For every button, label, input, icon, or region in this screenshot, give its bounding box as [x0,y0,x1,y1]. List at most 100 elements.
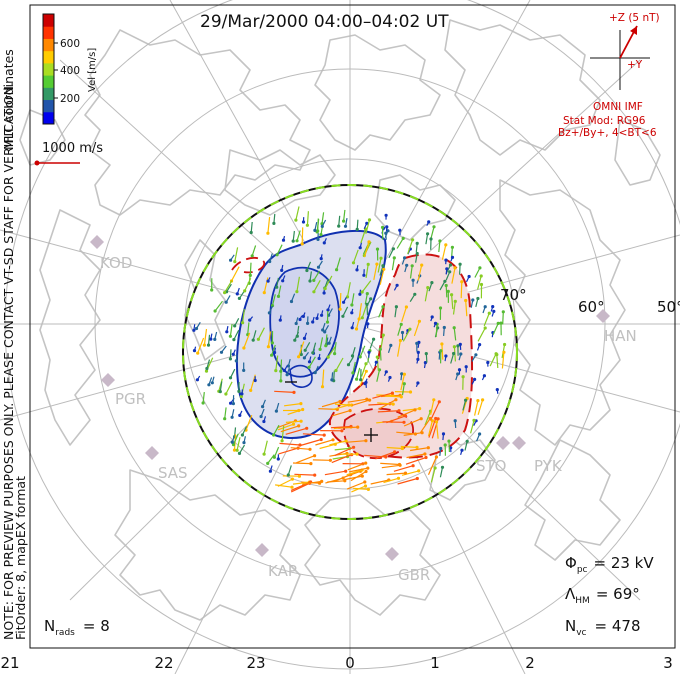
velocity-vector [294,206,300,222]
nrads-stat: Nrads = 8 [44,617,110,638]
velocity-vector [224,381,233,396]
velocity-vector [350,308,354,315]
velocity-vector [300,227,304,246]
velocity-vector [289,293,296,304]
velocity-vector [406,452,427,459]
velocity-vector [332,403,351,411]
velocity-vector [474,399,480,416]
velocity-vector [213,331,218,341]
velocity-vector [342,297,347,304]
velocity-vector [338,425,360,429]
velocity-vector [365,262,370,278]
velocity-vector [225,325,229,334]
lambda-hm-stat: ΛHM = 69° [565,585,640,606]
velocity-vector [407,238,415,255]
velocity-vector [320,219,327,228]
lat-label-50: 50° [657,298,680,316]
velocity-vector [351,484,368,493]
velocity-vector [272,213,276,225]
preview-note: NOTE: FOR PREVIEW PURPOSES ONLY. PLEASE … [1,82,16,640]
velocity-vector [324,469,348,476]
velocity-vector [277,477,294,487]
velocity-vector [312,280,321,294]
velocity-vector [363,221,369,230]
velocity-vector [411,278,415,287]
velocity-vector [242,332,251,350]
velocity-vector [206,334,211,347]
velocity-vector [451,266,457,284]
velocity-vector [450,255,455,262]
velocity-vector [344,474,364,481]
velocity-vector [276,285,282,298]
velocity-vector [391,256,396,271]
velocity-vector [444,283,448,298]
velocity-vector [377,409,401,413]
mlt-tick-label: 1 [430,654,440,672]
velocity-vector [302,479,324,485]
velocity-vector [464,439,469,451]
velocity-vector [285,419,303,423]
velocity-vector [444,354,448,362]
velocity-vector [223,407,227,421]
velocity-vector [433,321,438,328]
velocity-vector [482,305,487,314]
velocity-colorbar: 600 400 200 Vel [m/s] [42,13,98,125]
fit-order-note: FitOrder: 8, mapEX format [13,476,28,640]
velocity-vector [375,247,380,261]
velocity-vector [464,298,468,317]
lat-label-60: 60° [578,298,605,316]
velocity-vector [347,461,368,471]
velocity-vector [415,241,419,252]
colorbar-tick-400: 400 [60,65,80,77]
velocity-vector [268,253,273,264]
velocity-vector [413,319,421,337]
velocity-vector [400,330,405,341]
velocity-vector [294,473,317,477]
colorbar-swatch [43,14,54,27]
velocity-vector [311,342,317,355]
colorbar-tick-200: 200 [60,93,80,105]
velocity-vector [458,342,462,350]
svg-text:KAP: KAP [268,562,297,580]
colorbar-swatch [43,26,54,39]
velocity-vector [261,399,266,409]
velocity-vector [439,349,443,364]
velocity-vector [445,270,452,281]
velocity-vector [438,239,442,253]
velocity-vector [439,465,445,478]
velocity-vector [305,261,312,273]
mlt-axis: 21 22 23 0 1 2 3 [0,654,672,672]
velocity-vector [337,215,341,228]
velocity-vector [210,376,215,385]
station-sto: STO [476,436,510,475]
velocity-vector [307,356,312,364]
velocity-vector [305,211,309,227]
velocity-vector [402,327,412,342]
velocity-vector [386,471,408,476]
velocity-vector [223,280,233,295]
coastlines [19,19,661,621]
imf-clock: +Z (5 nT) +Y OMNI IMF Stat Mod: RG96 Bz+… [558,12,660,139]
velocity-vector [350,293,355,307]
colorbar-swatch [43,75,54,88]
velocity-vector [321,322,326,332]
velocity-vector [341,306,349,318]
velocity-vector [460,280,464,299]
vector-scale: 1000 m/s [34,141,103,166]
velocity-vector [286,465,292,477]
velocity-vector [409,264,414,279]
station-pgr: PGR [101,373,146,408]
velocity-vector [285,367,291,377]
velocity-vector [416,350,420,358]
velocity-vector [312,270,321,282]
velocity-vector [323,325,330,334]
velocity-vector [231,433,239,447]
velocity-vector [419,416,432,434]
velocity-vector [308,271,312,283]
svg-text:STO: STO [476,457,507,475]
mlt-tick-label: 3 [663,654,673,672]
velocity-vector [443,443,447,456]
velocity-vector [363,378,368,386]
velocity-vector [213,300,223,313]
